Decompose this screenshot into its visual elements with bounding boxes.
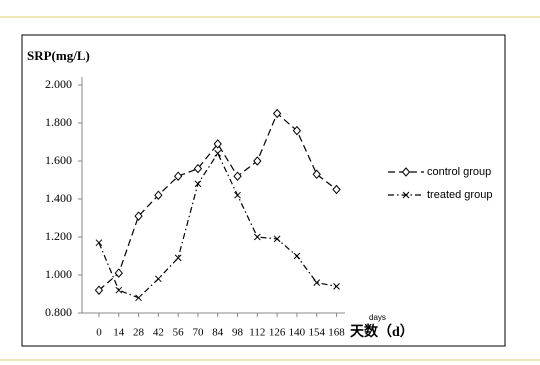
x-marker xyxy=(115,286,123,294)
x-tick-label: 56 xyxy=(173,327,185,339)
x-tick-label: 70 xyxy=(192,327,204,339)
diamond-marker xyxy=(154,190,163,200)
x-marker xyxy=(253,233,261,241)
x-tick-label: 14 xyxy=(113,327,125,339)
x-marker xyxy=(273,235,281,243)
diamond-marker xyxy=(292,125,302,136)
x-tick-label: 112 xyxy=(249,327,265,339)
x-tick-label: 98 xyxy=(232,327,244,339)
y-tick-label: 2.000 xyxy=(45,77,72,91)
x-tick-label: 42 xyxy=(153,327,164,339)
diamond-marker xyxy=(173,171,183,181)
diamond-marker xyxy=(332,184,341,195)
x-marker xyxy=(313,279,321,286)
y-tick-label: 1.200 xyxy=(45,229,72,243)
x-marker xyxy=(402,191,410,199)
x-tick-label: 168 xyxy=(328,327,345,339)
y-tick-label: 0.800 xyxy=(45,305,72,319)
y-axis-label: SRP(mg/L) xyxy=(27,48,90,63)
x-axis-label: 天数（d） xyxy=(350,323,414,340)
x-tick-label: 140 xyxy=(289,327,306,339)
diamond-marker xyxy=(213,139,222,149)
x-tick-label: 28 xyxy=(133,327,145,339)
diamond-marker xyxy=(401,167,411,177)
x-marker xyxy=(135,294,142,302)
diamond-marker xyxy=(253,156,262,166)
x-marker xyxy=(234,191,241,199)
x-marker xyxy=(214,150,222,157)
legend-label: treated group xyxy=(427,189,492,201)
x-marker xyxy=(95,239,103,247)
x-marker xyxy=(333,283,340,290)
x-unit-label: days xyxy=(369,313,386,322)
diamond-marker xyxy=(94,285,104,295)
y-tick-label: 1.400 xyxy=(45,191,72,205)
diamond-marker xyxy=(193,163,203,174)
chart-border xyxy=(21,34,506,347)
x-marker xyxy=(174,254,182,262)
x-marker xyxy=(155,275,162,283)
x-marker xyxy=(194,180,202,188)
y-tick-label: 1.800 xyxy=(45,115,72,129)
series-line xyxy=(98,152,337,299)
diamond-marker xyxy=(134,211,143,221)
diamond-marker xyxy=(233,171,242,181)
x-tick-label: 126 xyxy=(269,327,286,339)
x-tick-label: 84 xyxy=(212,327,224,339)
x-tick-label: 154 xyxy=(308,327,325,339)
diamond-marker xyxy=(114,268,123,278)
y-tick-label: 1.600 xyxy=(45,153,72,167)
y-tick-label: 1.000 xyxy=(45,267,72,281)
diamond-marker xyxy=(312,169,321,180)
legend-label: control group xyxy=(427,166,491,178)
x-tick-label: 0 xyxy=(96,327,102,339)
diamond-marker xyxy=(272,108,282,119)
x-marker xyxy=(293,252,301,260)
